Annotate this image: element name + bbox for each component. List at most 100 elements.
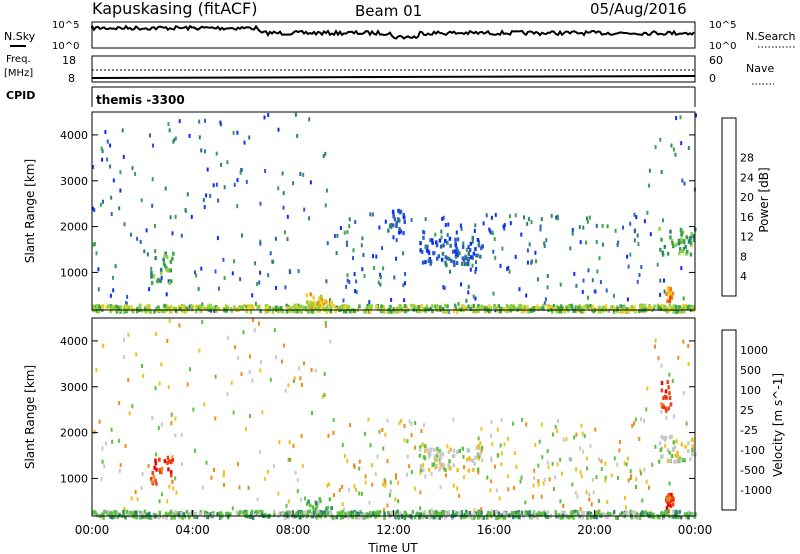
power-feature-0-cell <box>573 308 577 313</box>
velocity-feature-4-cell <box>678 456 682 461</box>
velocity-cell <box>419 470 422 475</box>
power-cell <box>543 301 546 306</box>
velocity-feature-0-cell <box>566 514 569 519</box>
velocity-feature-0-cell <box>660 512 663 517</box>
velocity-feature-0-cell <box>229 512 232 517</box>
power-feature-0-cell <box>552 307 556 312</box>
power-feature-0-cell <box>226 305 230 310</box>
power-cell <box>212 183 215 188</box>
power-feature-4-cell <box>462 257 466 262</box>
velocity-feature-0-cell <box>416 512 419 517</box>
velocity-cell <box>640 471 642 476</box>
velocity-feature-0-cell <box>612 510 616 515</box>
velocity-cell <box>490 433 492 438</box>
power-cell <box>424 217 427 222</box>
power-feature-2-cell <box>306 300 309 305</box>
power-feature-0-cell <box>247 304 250 309</box>
power-feature-0-cell <box>599 309 602 314</box>
velocity-ylabel: Slant Range [km] <box>23 365 37 469</box>
power-cell <box>441 216 444 221</box>
power-cell <box>282 191 285 196</box>
power-cell <box>659 137 662 142</box>
power-feature-0-cell <box>589 304 592 308</box>
power-feature-0-cell <box>98 305 102 310</box>
power-cell <box>152 143 154 148</box>
velocity-cell <box>646 386 649 391</box>
velocity-cell <box>581 449 584 454</box>
power-feature-4-cell <box>450 258 453 263</box>
power-feature-0-cell <box>309 309 312 314</box>
velocity-cell <box>635 477 638 482</box>
power-feature-0-cell <box>616 307 619 311</box>
velocity-cell <box>95 368 98 373</box>
velocity-feature-0-cell <box>582 511 585 515</box>
power-feature-1-cell <box>152 273 156 278</box>
station-title: Kapuskasing (fitACF) <box>92 0 257 18</box>
noise-left-tick-top: 10^5 <box>52 20 79 31</box>
power-feature-5-cell <box>666 251 670 256</box>
velocity-feature-5-cell <box>664 389 668 394</box>
velocity-feature-0-cell <box>458 510 462 515</box>
velocity-cell <box>533 476 536 481</box>
velocity-cell <box>499 443 502 448</box>
velocity-feature-3-cell <box>447 450 450 454</box>
power-feature-4-cell <box>444 238 447 243</box>
velocity-feature-4-cell <box>670 454 674 458</box>
power-feature-0-cell <box>167 306 171 311</box>
velocity-cell <box>213 467 215 472</box>
power-feature-0-cell <box>674 304 678 309</box>
velocity-feature-0-cell <box>356 515 360 520</box>
velocity-cell <box>490 458 493 463</box>
velocity-cell <box>595 475 598 480</box>
power-feature-0-cell <box>325 309 329 314</box>
power-feature-0-cell <box>446 304 449 309</box>
power-feature-1-cell <box>154 256 157 261</box>
velocity-feature-0-cell <box>210 513 214 517</box>
velocity-feature-0-cell <box>574 512 577 517</box>
velocity-feature-0-cell <box>251 515 255 520</box>
power-cell <box>259 239 262 244</box>
velocity-feature-0-cell <box>374 515 377 520</box>
velocity-feature-0-cell <box>352 513 355 518</box>
velocity-cell <box>386 418 389 423</box>
power-cell <box>442 285 445 290</box>
power-cell <box>348 280 351 284</box>
velocity-feature-0-cell <box>255 509 258 514</box>
velocity-cell <box>682 390 685 395</box>
power-feature-0-cell <box>343 309 346 314</box>
power-feature-0-cell <box>481 305 484 310</box>
velocity-feature-0-cell <box>347 511 350 516</box>
beam-title: Beam 01 <box>355 2 422 20</box>
power-feature-0-cell <box>184 308 188 313</box>
power-cell <box>585 240 588 245</box>
velocity-feature-0-cell <box>250 509 254 514</box>
power-cell <box>109 293 112 298</box>
power-feature-0-cell <box>298 304 301 309</box>
velocity-cell <box>438 457 441 462</box>
power-feature-4-cell <box>472 251 476 256</box>
velocity-cell <box>585 490 588 495</box>
velocity-cell <box>631 423 634 428</box>
power-feature-0-cell <box>664 306 668 311</box>
power-cell <box>687 145 690 150</box>
power-cell <box>119 170 122 175</box>
power-feature-0-cell <box>160 308 164 313</box>
velocity-cell <box>589 444 592 449</box>
power-cell <box>638 273 641 277</box>
noise-left-label: N.Sky <box>4 30 36 43</box>
power-feature-0-cell <box>453 303 457 308</box>
velocity-cell <box>201 485 204 490</box>
velocity-feature-0-cell <box>652 512 655 517</box>
power-feature-0-cell <box>624 310 628 314</box>
velocity-cell <box>258 321 260 326</box>
velocity-cell <box>575 432 578 437</box>
power-cell <box>274 236 277 241</box>
velocity-cell <box>201 320 204 324</box>
velocity-cell <box>634 417 637 422</box>
power-feature-0-cell <box>580 306 584 311</box>
power-cell <box>309 180 312 185</box>
velocity-feature-2-cell <box>328 497 332 502</box>
velocity-cell <box>203 402 206 407</box>
power-colorbar-frame <box>721 117 737 297</box>
power-feature-0-cell <box>174 308 178 313</box>
